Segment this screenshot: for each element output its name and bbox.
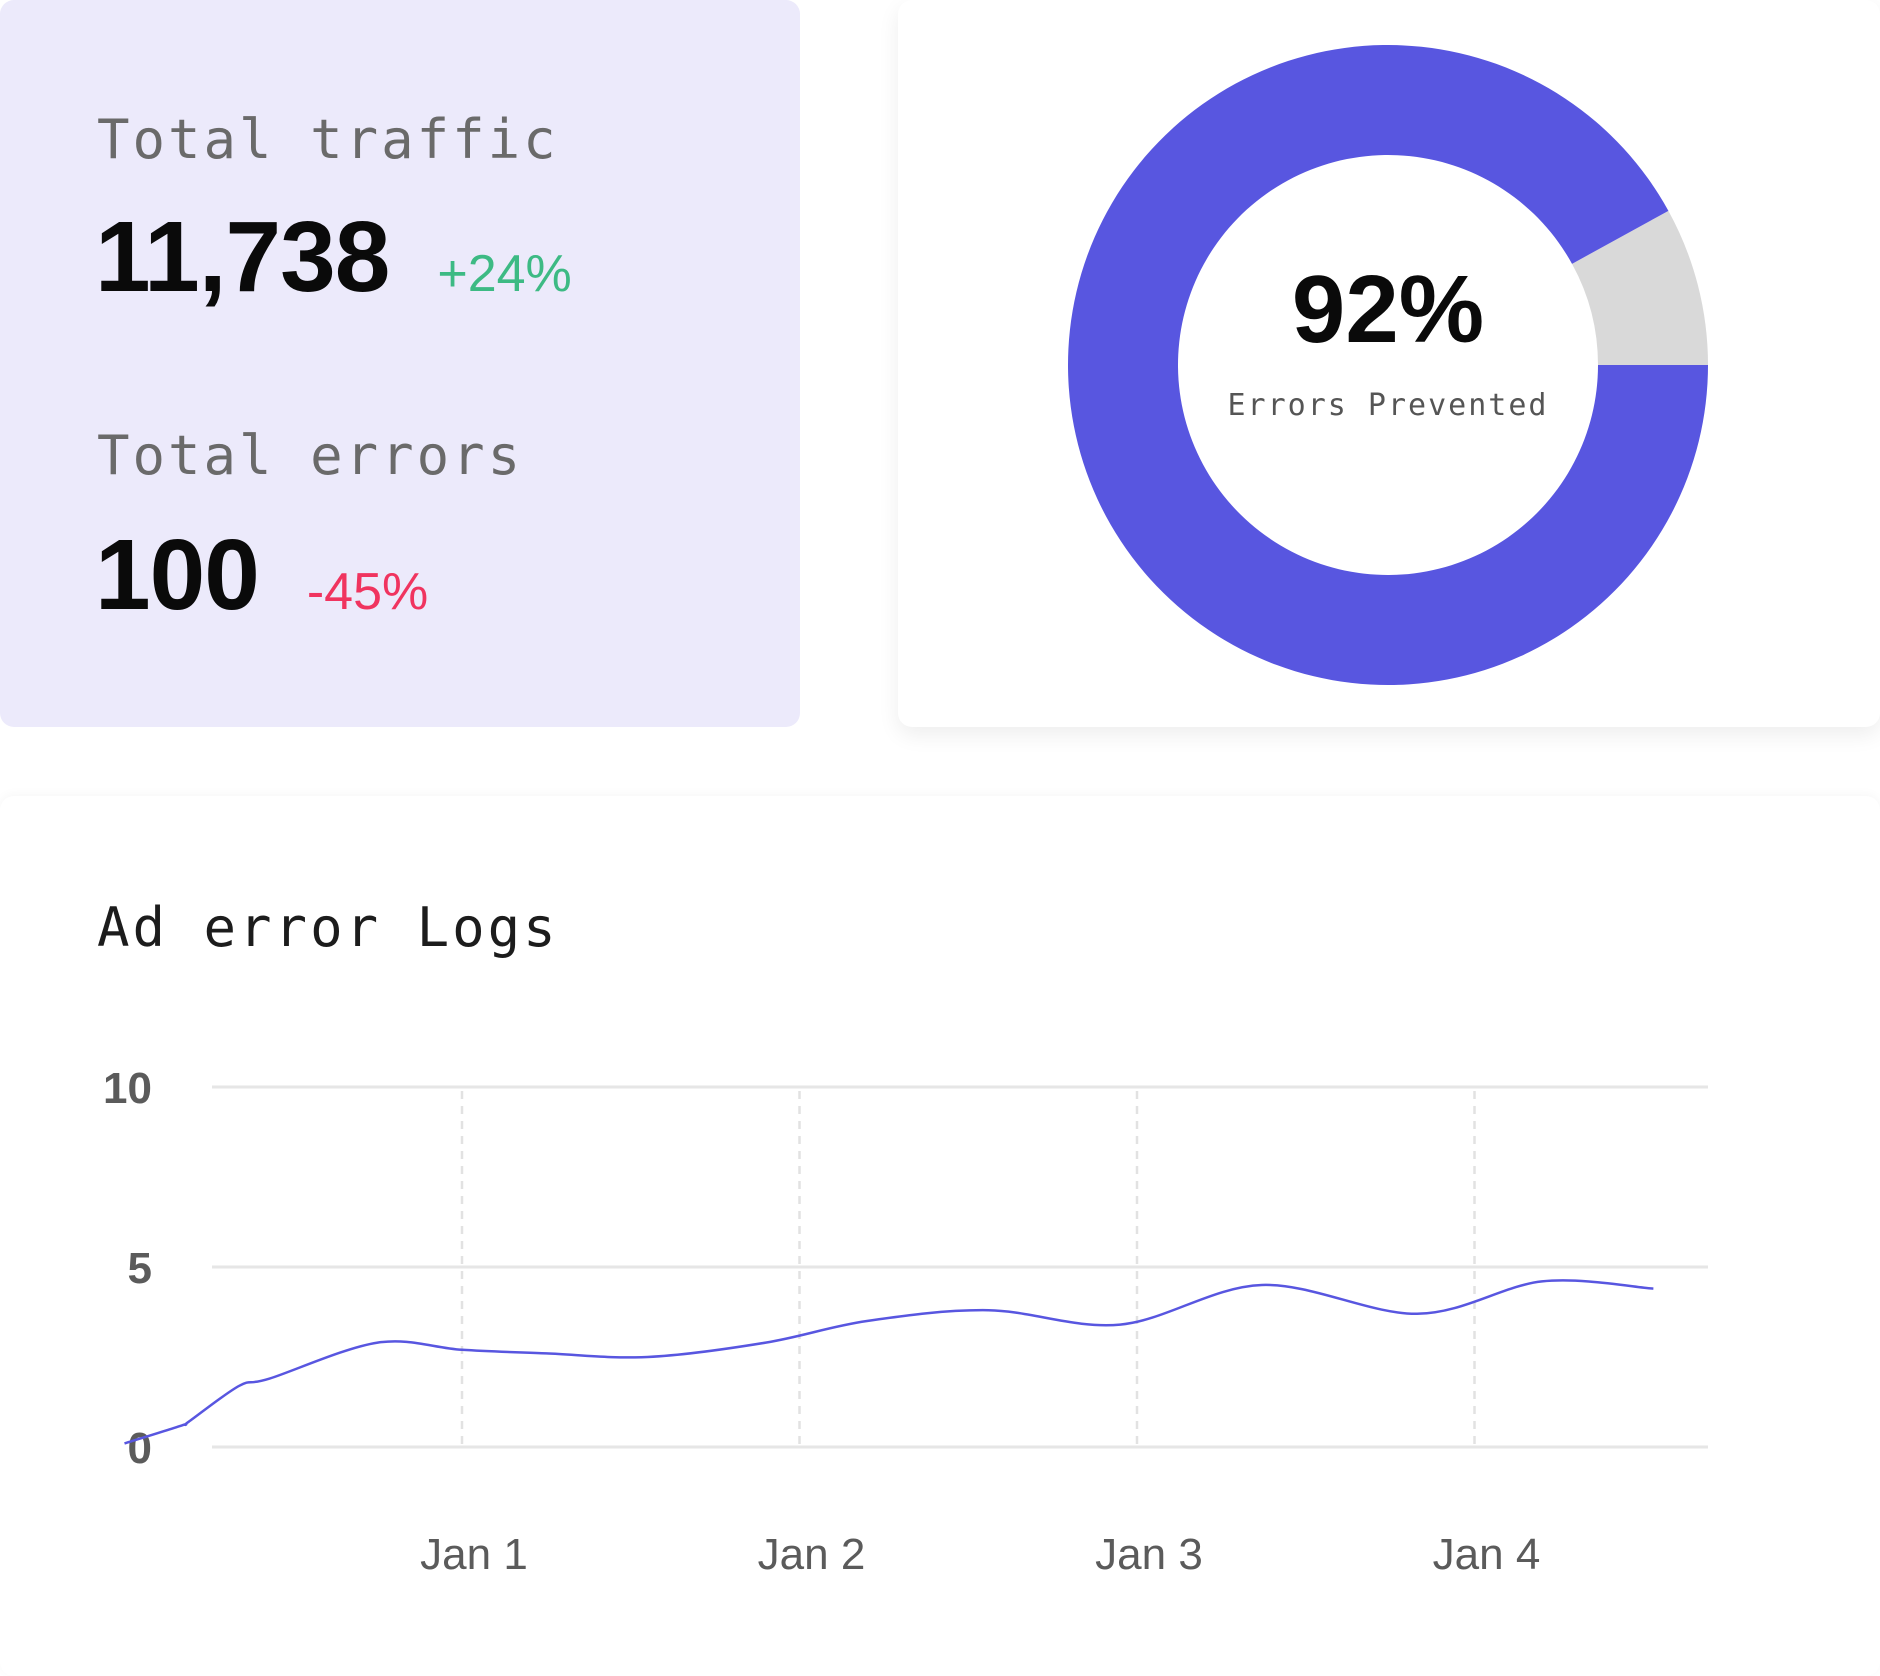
total-errors-label: Total errors (97, 424, 524, 487)
donut-prevented-segment (1068, 44, 1708, 685)
errors-prevented-card: 92% Errors Prevented (898, 0, 1880, 727)
donut-remaining-segment (1572, 210, 1708, 365)
x-tick-label: Jan 2 (758, 1530, 866, 1579)
series-line (124, 1279, 1654, 1445)
total-traffic-label: Total traffic (97, 108, 559, 171)
total-traffic-row: 11,738 +24% (95, 200, 572, 315)
donut-caption: Errors Prevented (1227, 388, 1549, 423)
y-tick-label: 10 (103, 1064, 152, 1113)
total-errors-value: 100 (95, 519, 260, 631)
y-tick-label: 5 (128, 1244, 152, 1293)
donut-percent-value: 92% (1291, 256, 1485, 363)
total-errors-row: 100 -45% (95, 518, 428, 633)
total-errors-delta: -45% (306, 563, 429, 621)
stats-card: Total traffic 11,738 +24% Total errors 1… (0, 0, 800, 727)
x-axis-ticks: Jan 1 Jan 2 Jan 3 Jan 4 (420, 1530, 1540, 1579)
chart-title: Ad error Logs (97, 896, 559, 959)
x-tick-label: Jan 4 (1433, 1530, 1541, 1579)
ad-error-logs-card: Ad error Logs 0 5 10 Jan 1 Jan 2 Jan 3 Jan 4 (0, 796, 1880, 1676)
x-tick-label: Jan 3 (1095, 1530, 1203, 1579)
errors-prevented-donut (1068, 44, 1708, 685)
total-traffic-delta: +24% (437, 245, 572, 303)
ad-error-logs-chart: 0 5 10 Jan 1 Jan 2 Jan 3 Jan 4 (103, 1064, 1708, 1579)
total-traffic-value: 11,738 (95, 201, 390, 313)
chart-grid (212, 1085, 1708, 1449)
y-axis-ticks: 0 5 10 (103, 1064, 152, 1473)
x-tick-label: Jan 1 (420, 1530, 528, 1579)
y-tick-label: 0 (128, 1424, 152, 1473)
